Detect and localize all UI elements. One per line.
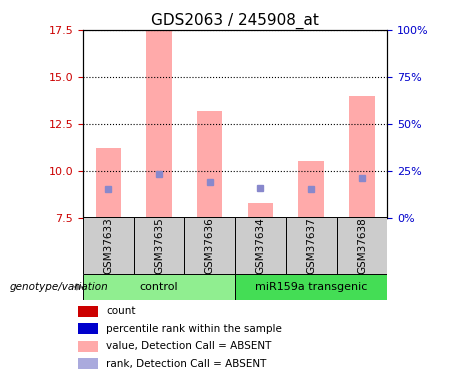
Text: rank, Detection Call = ABSENT: rank, Detection Call = ABSENT bbox=[106, 359, 266, 369]
Text: GSM37634: GSM37634 bbox=[255, 217, 266, 274]
Bar bbox=[83, 217, 134, 274]
Title: GDS2063 / 245908_at: GDS2063 / 245908_at bbox=[151, 12, 319, 28]
Bar bbox=[77, 323, 98, 334]
Bar bbox=[235, 274, 387, 300]
Bar bbox=[95, 148, 121, 217]
Bar bbox=[83, 274, 235, 300]
Bar bbox=[197, 111, 222, 218]
Text: GSM37635: GSM37635 bbox=[154, 217, 164, 274]
Bar bbox=[77, 306, 98, 316]
Text: GSM37638: GSM37638 bbox=[357, 217, 367, 274]
Bar bbox=[77, 341, 98, 352]
Bar bbox=[134, 217, 184, 274]
Text: miR159a transgenic: miR159a transgenic bbox=[255, 282, 367, 292]
Bar bbox=[77, 358, 98, 369]
Bar bbox=[248, 202, 273, 217]
Text: genotype/variation: genotype/variation bbox=[9, 282, 108, 292]
Bar bbox=[184, 217, 235, 274]
Text: control: control bbox=[140, 282, 178, 292]
Text: percentile rank within the sample: percentile rank within the sample bbox=[106, 324, 282, 334]
Bar bbox=[337, 217, 387, 274]
Text: value, Detection Call = ABSENT: value, Detection Call = ABSENT bbox=[106, 341, 271, 351]
Bar bbox=[349, 96, 374, 218]
Text: GSM37637: GSM37637 bbox=[306, 217, 316, 274]
Text: count: count bbox=[106, 306, 136, 316]
Bar bbox=[298, 161, 324, 218]
Bar bbox=[146, 30, 171, 217]
Text: GSM37636: GSM37636 bbox=[205, 217, 215, 274]
Bar bbox=[286, 217, 337, 274]
Text: GSM37633: GSM37633 bbox=[103, 217, 113, 274]
Bar bbox=[235, 217, 286, 274]
